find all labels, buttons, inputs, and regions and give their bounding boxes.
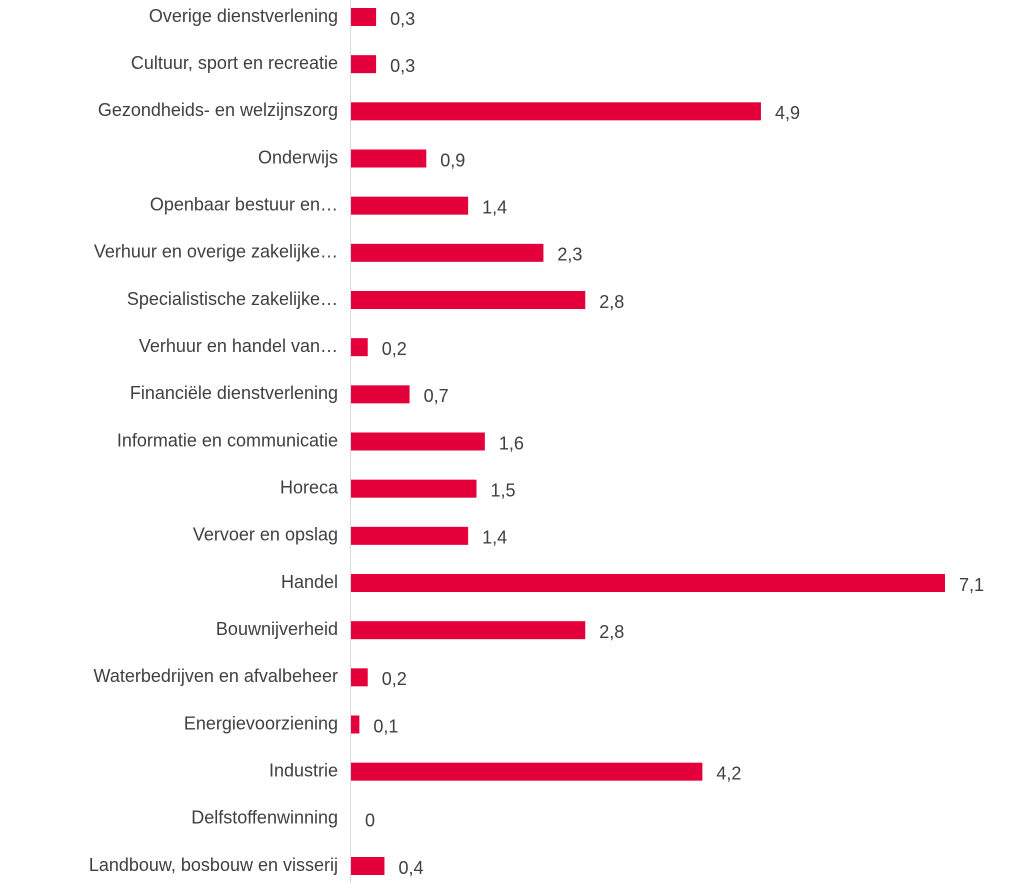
category-label: Landbouw, bosbouw en visserij	[89, 855, 338, 875]
value-label: 1,4	[482, 528, 507, 548]
category-label: Cultuur, sport en recreatie	[131, 53, 338, 73]
bar	[351, 574, 945, 592]
bar	[351, 526, 469, 545]
bar	[351, 196, 469, 215]
bar	[351, 243, 544, 262]
value-label: 1,4	[482, 197, 507, 217]
category-label: Verhuur en handel van…	[139, 336, 338, 356]
value-label: 0,4	[398, 858, 423, 878]
category-label: Energievoorziening	[184, 713, 338, 733]
value-label: 2,8	[599, 622, 624, 642]
category-label: Overige dienstverlening	[149, 6, 338, 26]
value-label: 1,5	[490, 480, 515, 500]
category-label: Industrie	[269, 760, 338, 780]
bar	[351, 715, 360, 734]
value-label: 1,6	[499, 433, 524, 453]
category-label: Handel	[281, 572, 338, 592]
value-label: 0,2	[382, 669, 407, 689]
bar	[351, 762, 703, 781]
bar	[351, 102, 761, 121]
bar	[351, 857, 385, 875]
value-label: 2,8	[599, 292, 624, 312]
bar	[351, 432, 485, 451]
value-label: 7,1	[959, 575, 984, 595]
value-label: 0,3	[390, 9, 415, 29]
value-label: 4,9	[775, 103, 800, 123]
category-label: Specialistische zakelijke…	[127, 289, 338, 309]
bar	[351, 55, 377, 74]
value-label: 0	[365, 811, 375, 831]
bar	[351, 8, 377, 26]
category-label: Verhuur en overige zakelijke…	[94, 242, 338, 262]
category-label: Bouwnijverheid	[216, 619, 338, 639]
bar	[351, 668, 368, 687]
category-label: Financiële dienstverlening	[130, 383, 338, 403]
bar	[351, 338, 368, 357]
value-label: 0,1	[373, 716, 398, 736]
category-label: Openbaar bestuur en…	[150, 194, 338, 214]
category-label: Informatie en communicatie	[117, 430, 338, 450]
category-label: Delfstoffenwinning	[191, 808, 338, 828]
value-label: 0,3	[390, 56, 415, 76]
category-label: Waterbedrijven en afvalbeheer	[94, 666, 338, 686]
bar	[351, 479, 477, 498]
value-label: 0,7	[424, 386, 449, 406]
bar	[351, 149, 427, 168]
bar	[351, 291, 586, 309]
category-label: Vervoer en opslag	[193, 525, 338, 545]
value-label: 4,2	[716, 763, 741, 783]
value-label: 0,2	[382, 339, 407, 359]
bar	[351, 621, 586, 640]
bar	[351, 385, 410, 404]
category-label: Horeca	[280, 477, 339, 497]
value-label: 0,9	[440, 150, 465, 170]
value-label: 2,3	[557, 245, 582, 265]
category-label: Gezondheids- en welzijnszorg	[98, 100, 338, 120]
category-label: Onderwijs	[258, 147, 338, 167]
